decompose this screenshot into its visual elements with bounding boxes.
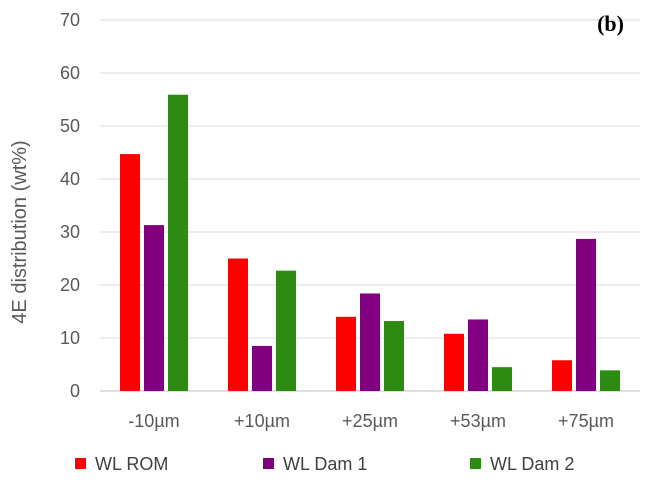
bar-wl-rom-1 xyxy=(120,154,140,391)
x-tick-label: +53µm xyxy=(450,411,506,431)
bar-wl-rom-4 xyxy=(444,333,464,391)
y-tick-label: 40 xyxy=(60,169,80,189)
bar-wl-dam-2-3 xyxy=(384,321,404,391)
y-axis-ticks: 0 10 20 30 40 50 60 70 xyxy=(60,10,80,401)
x-tick-label: +10µm xyxy=(234,411,290,431)
legend-item-wl-dam-2: WL Dam 2 xyxy=(470,454,574,474)
bars xyxy=(120,94,620,391)
legend-item-wl-dam-1: WL Dam 1 xyxy=(263,454,367,474)
gridlines xyxy=(100,19,640,392)
y-tick-label: 60 xyxy=(60,63,80,83)
bar-wl-dam-2-1 xyxy=(168,94,188,391)
legend-label: WL Dam 1 xyxy=(283,454,367,474)
y-tick-label: 50 xyxy=(60,116,80,136)
bar-wl-dam-1-1 xyxy=(144,225,164,391)
bar-wl-dam-1-5 xyxy=(576,238,596,391)
x-tick-label: -10µm xyxy=(128,411,179,431)
legend-swatch xyxy=(470,458,481,469)
y-tick-label: 30 xyxy=(60,222,80,242)
bar-wl-dam-1-3 xyxy=(360,293,380,391)
bar-wl-rom-5 xyxy=(552,360,572,391)
legend: WL ROM WL Dam 1 WL Dam 2 xyxy=(75,454,574,474)
y-tick-label: 0 xyxy=(70,381,80,401)
bar-wl-dam-2-5 xyxy=(600,370,620,391)
bar-wl-rom-2 xyxy=(228,258,248,391)
bar-wl-dam-2-4 xyxy=(492,367,512,391)
x-axis-ticks: -10µm +10µm +25µm +53µm +75µm xyxy=(128,411,614,431)
bar-wl-rom-3 xyxy=(336,316,356,391)
panel-label: (b) xyxy=(597,11,624,36)
x-tick-label: +25µm xyxy=(342,411,398,431)
y-tick-label: 20 xyxy=(60,275,80,295)
legend-item-wl-rom: WL ROM xyxy=(75,454,168,474)
y-tick-label: 70 xyxy=(60,10,80,30)
legend-label: WL ROM xyxy=(95,454,168,474)
y-axis-label: 4E distribution (wt%) xyxy=(9,140,31,323)
bar-wl-dam-2-2 xyxy=(276,270,296,391)
y-tick-label: 10 xyxy=(60,328,80,348)
legend-swatch xyxy=(75,458,86,469)
legend-label: WL Dam 2 xyxy=(490,454,574,474)
bar-wl-dam-1-2 xyxy=(252,345,272,391)
bar-wl-dam-1-4 xyxy=(468,319,488,391)
legend-swatch xyxy=(263,458,274,469)
x-tick-label: +75µm xyxy=(558,411,614,431)
